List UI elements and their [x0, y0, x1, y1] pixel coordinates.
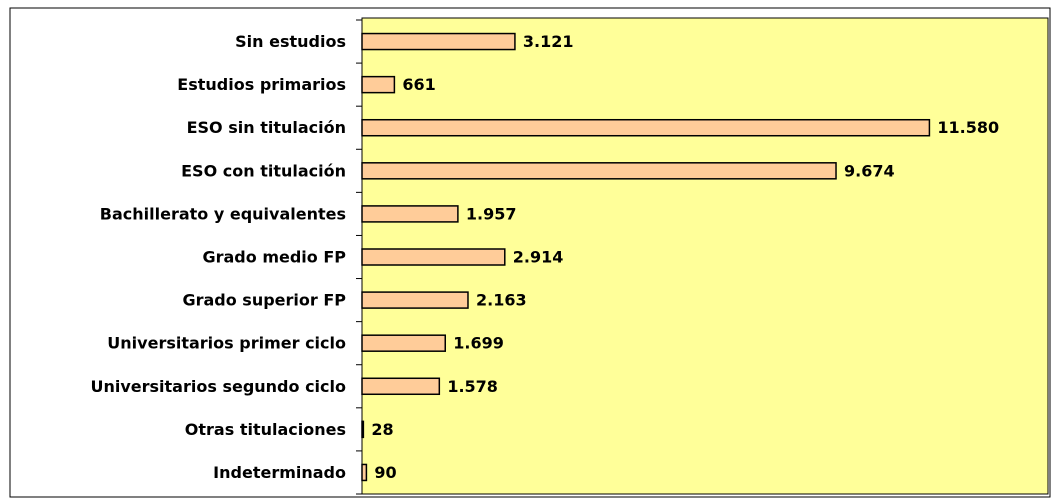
bar — [361, 75, 396, 94]
value-label: 2.914 — [513, 248, 564, 267]
y-tick-label: Universitarios primer ciclo — [107, 334, 346, 353]
y-tick-label: Sin estudios — [235, 32, 346, 51]
value-label: 2.163 — [476, 291, 527, 310]
bar — [361, 334, 447, 352]
y-tick-label: ESO sin titulación — [187, 118, 346, 137]
value-label: 11.580 — [937, 118, 999, 137]
value-label: 3.121 — [523, 32, 574, 51]
y-tick-label: ESO con titulación — [181, 161, 346, 180]
y-tick-label: Grado medio FP — [202, 248, 346, 267]
value-label: 9.674 — [844, 161, 895, 180]
bar — [361, 32, 516, 51]
y-tick-label: Otras titulaciones — [185, 420, 346, 439]
value-label: 28 — [371, 420, 393, 439]
y-tick-label: Grado superior FP — [182, 291, 346, 310]
bar — [361, 291, 469, 309]
value-label: 1.578 — [447, 377, 498, 396]
value-label: 90 — [374, 463, 396, 482]
y-tick-label: Bachillerato y equivalentes — [100, 204, 346, 223]
bar — [361, 205, 459, 223]
y-tick-label: Universitarios segundo ciclo — [90, 377, 346, 396]
bar — [361, 248, 506, 266]
value-label: 1.699 — [453, 334, 504, 353]
bar — [361, 377, 441, 396]
bar — [361, 162, 837, 180]
bar — [361, 420, 365, 439]
value-label: 661 — [402, 75, 435, 94]
value-label: 1.957 — [466, 204, 517, 223]
bar — [361, 118, 931, 137]
y-tick-label: Indeterminado — [213, 463, 346, 482]
bar — [361, 463, 368, 482]
y-tick-label: Estudios primarios — [177, 75, 346, 94]
